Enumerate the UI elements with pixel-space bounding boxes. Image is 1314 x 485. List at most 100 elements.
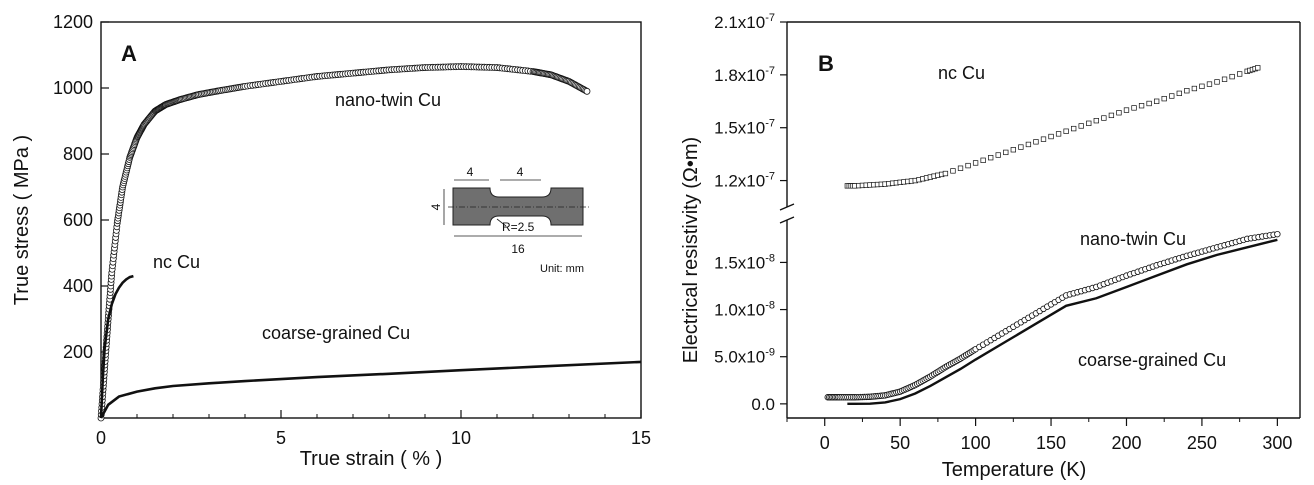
point-b-0-58	[1169, 93, 1175, 99]
series-line-a-1	[99, 274, 134, 419]
point-b-0-33	[980, 157, 986, 163]
dim-width-text: 4	[429, 203, 443, 210]
dim-radius-text: R=2.5	[502, 220, 535, 234]
point-b-0-60	[1184, 88, 1190, 94]
point-b-0-57	[1161, 95, 1167, 102]
point-b-0-53	[1131, 105, 1137, 111]
y-tick-label-upper-2: 1.8x10-7	[714, 65, 775, 85]
x-tick-label-b-1: 50	[890, 433, 910, 453]
point-b-1-160	[1274, 230, 1281, 238]
point-b-0-34	[988, 155, 994, 161]
y-tick-label-a-2: 600	[63, 210, 93, 230]
point-b-0-46	[1078, 123, 1084, 129]
point-b-0-32	[972, 160, 979, 166]
dim-gauge-text: 4	[517, 165, 524, 179]
label-nc-cu: nc Cu	[153, 252, 200, 272]
y-tick-label-upper-1: 1.5x10-7	[714, 118, 775, 138]
x-tick-label-a-0: 0	[96, 428, 106, 448]
panel-b-series	[824, 65, 1281, 406]
point-b-0-31	[965, 162, 971, 169]
series-line-b-2	[847, 238, 1278, 406]
panel-b: 0 50 100 150 200 250 300 1.2x10-7 1.5x10-7 1.8x10…	[680, 12, 1301, 481]
point-b-0-64	[1214, 79, 1220, 85]
x-tick-label-a-3: 15	[631, 428, 651, 448]
panel-b-y-axis-label: Electrical resistivity (Ω•m)	[680, 137, 702, 363]
panel-a-ticks: 0 5 10 15 200 400 600 800 1000 1200	[53, 12, 651, 448]
x-tick-label-a-2: 10	[451, 428, 471, 448]
point-b-0-36	[1003, 149, 1009, 156]
panel-a-label: A	[121, 41, 137, 66]
point-b-0-28	[942, 170, 949, 177]
point-b-0-35	[995, 152, 1001, 158]
label-coarse-grained-cu-b: coarse-grained Cu	[1078, 350, 1226, 370]
y-tick-label-a-4: 1000	[53, 78, 93, 98]
point-a-0-350	[583, 87, 591, 95]
x-tick-label-b-0: 0	[820, 433, 830, 453]
point-b-0-65	[1221, 76, 1228, 82]
point-b-0-29	[950, 168, 956, 174]
label-nano-twin-cu-b: nano-twin Cu	[1080, 229, 1186, 249]
label-coarse-grained-cu: coarse-grained Cu	[262, 323, 410, 343]
y-tick-label-a-3: 800	[63, 144, 93, 164]
point-b-0-66	[1229, 73, 1235, 80]
label-nc-cu-b: nc Cu	[938, 63, 985, 83]
point-b-0-51	[1116, 110, 1122, 116]
point-b-0-49	[1101, 115, 1107, 121]
x-tick-label-b-4: 200	[1111, 433, 1141, 453]
label-nano-twin-cu: nano-twin Cu	[335, 90, 441, 110]
x-tick-label-b-5: 250	[1187, 433, 1217, 453]
y-tick-label-a-1: 400	[63, 276, 93, 296]
axis-break-mark-2	[779, 216, 795, 224]
point-b-0-48	[1093, 118, 1099, 124]
point-b-0-54	[1138, 103, 1145, 109]
point-b-0-38	[1018, 144, 1024, 150]
y-tick-label-upper-3: 2.1x10-7	[714, 12, 775, 32]
point-b-0-72	[1255, 65, 1261, 71]
x-tick-label-b-2: 100	[961, 433, 991, 453]
point-b-0-44	[1063, 128, 1069, 134]
panel-a-y-axis-label: True stress ( MPa )	[11, 135, 33, 305]
y-tick-label-lower-2: 1.0x10-8	[714, 300, 775, 320]
point-b-0-50	[1108, 112, 1115, 119]
panel-a: 0 5 10 15 200 400 600 800 1000 1200 A True strain…	[11, 12, 651, 470]
point-b-0-62	[1199, 83, 1205, 89]
point-b-0-63	[1206, 81, 1213, 87]
x-tick-label-b-3: 150	[1036, 433, 1066, 453]
series-line-a-2	[99, 360, 642, 419]
x-tick-label-b-6: 300	[1262, 433, 1292, 453]
point-b-0-67	[1236, 71, 1243, 77]
point-b-0-43	[1055, 131, 1062, 137]
axis-break-mark-1	[779, 203, 795, 211]
x-tick-label-a-1: 5	[276, 428, 286, 448]
point-b-0-45	[1071, 125, 1077, 132]
dim-total-text: 16	[511, 242, 525, 256]
panel-b-label: B	[818, 51, 834, 76]
specimen-shape	[452, 187, 584, 226]
panel-b-x-axis-label: Temperature (K)	[942, 459, 1087, 481]
point-b-0-52	[1123, 107, 1130, 113]
panel-a-series	[97, 63, 642, 422]
panel-a-x-axis-label: True strain ( % )	[300, 448, 443, 470]
point-b-0-55	[1146, 100, 1152, 107]
point-b-0-59	[1176, 90, 1182, 97]
point-b-0-41	[1040, 136, 1047, 142]
panel-b-plot-frame	[779, 21, 1301, 419]
dim-grip-text: 4	[467, 165, 474, 179]
point-b-0-39	[1025, 141, 1032, 148]
point-b-0-42	[1048, 133, 1054, 140]
y-tick-label-lower-1: 5.0x10-9	[714, 347, 775, 367]
y-tick-label-lower-3: 1.5x10-8	[714, 252, 775, 272]
point-b-0-37	[1010, 147, 1016, 153]
y-tick-label-upper-0: 1.2x10-7	[714, 171, 775, 191]
dim-radius-leader	[496, 218, 507, 227]
y-tick-label-a-0: 200	[63, 342, 93, 362]
point-b-0-40	[1033, 139, 1039, 145]
y-tick-label-a-5: 1200	[53, 12, 93, 32]
point-b-0-61	[1191, 85, 1198, 92]
y-tick-label-lower-0: 0.0	[751, 395, 775, 414]
point-b-0-47	[1086, 120, 1092, 126]
point-b-0-56	[1154, 98, 1160, 104]
panel-b-ticks: 0 50 100 150 200 250 300 1.2x10-7 1.5x10-7 1.8x10…	[714, 12, 1292, 453]
point-b-0-30	[957, 165, 964, 171]
